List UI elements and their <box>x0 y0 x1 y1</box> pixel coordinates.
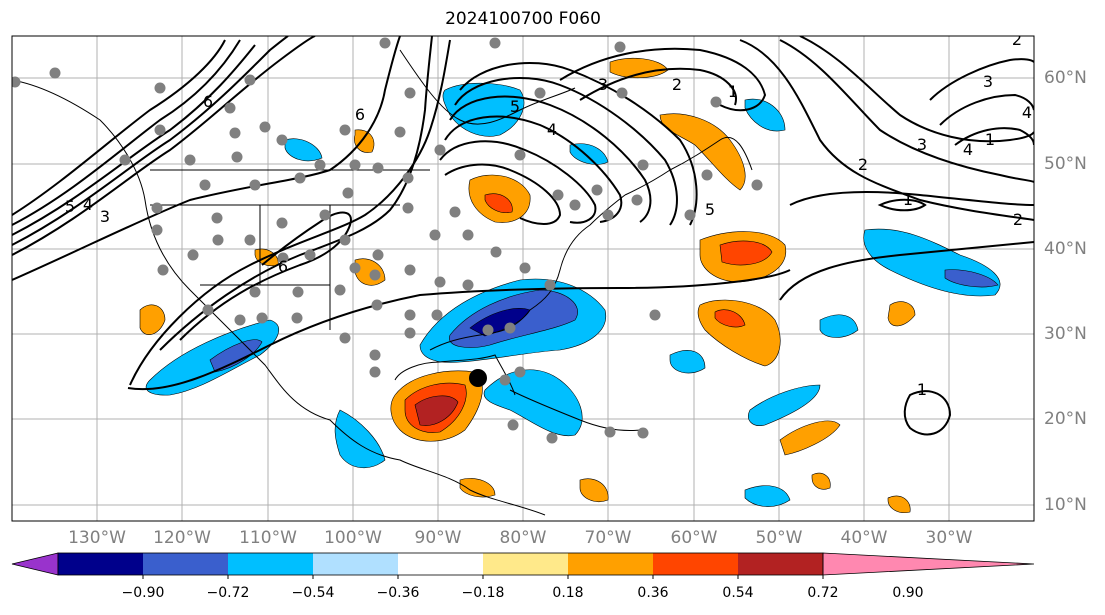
pos-anomaly-region <box>139 304 166 335</box>
neg-anomaly-region <box>744 485 791 507</box>
contour-label: 3 <box>917 135 927 154</box>
colorbar-tick-label: 0.72 <box>807 585 839 601</box>
contour-label: 3 <box>983 72 993 91</box>
lon-label: 90°W <box>414 528 462 548</box>
lon-label: 50°W <box>755 528 803 548</box>
lon-label: 130°W <box>68 528 126 548</box>
neg-anomaly-region <box>145 319 279 396</box>
pos-anomaly-region <box>354 129 375 153</box>
lon-label: 80°W <box>499 528 547 548</box>
neg-anomaly-region <box>483 369 583 437</box>
contour-label: 2 <box>858 155 868 174</box>
pos-anomaly-region <box>414 395 459 426</box>
pos-anomaly-region <box>811 472 831 490</box>
contour-label: 5 <box>65 197 75 216</box>
lat-label: 40°N <box>1044 239 1087 259</box>
contour-label: 3 <box>100 207 110 226</box>
lon-label: 60°W <box>670 528 718 548</box>
contour-label: 1 <box>985 130 995 149</box>
lon-label: 40°W <box>840 528 888 548</box>
contour-label: 6 <box>355 105 365 124</box>
colorbar-tick-label: 0.90 <box>892 585 924 601</box>
neg-anomaly-region <box>334 409 386 468</box>
contour-label: 1 <box>917 380 927 399</box>
lat-label: 50°N <box>1044 154 1087 174</box>
neg-anomaly-region <box>748 384 821 426</box>
contour-label: 6 <box>203 92 213 111</box>
weather-map: 6 5 4 3 2 1 5 6 6 5 4 3 2 1 2 3 4 1 3 4 … <box>11 30 1035 522</box>
map-frame <box>11 35 1035 522</box>
colorbar-tick-label: −0.54 <box>291 585 335 601</box>
colorbar-tick-label: −0.90 <box>121 585 165 601</box>
lon-label: 70°W <box>584 528 632 548</box>
lon-label: 110°W <box>239 528 297 548</box>
pos-anomaly-region <box>459 478 496 498</box>
lat-label: 30°N <box>1044 324 1087 344</box>
pos-anomaly-region <box>887 301 916 327</box>
contour-label: 4 <box>963 140 973 159</box>
contour-label: 5 <box>510 97 520 116</box>
pos-anomaly-region <box>887 495 911 513</box>
lat-label: 20°N <box>1044 409 1087 429</box>
contour-label: 4 <box>83 195 93 214</box>
lon-label: 120°W <box>153 528 211 548</box>
lon-label: 100°W <box>324 528 382 548</box>
colorbar-tick-label: 0.54 <box>722 585 754 601</box>
colorbar-tick-label: 0.18 <box>552 585 584 601</box>
contour-label: 5 <box>705 200 715 219</box>
storm-center-marker <box>469 369 487 387</box>
pos-anomaly-region <box>719 240 773 266</box>
contour-label: 3 <box>598 75 608 94</box>
colorbar-tick-label: 0.36 <box>637 585 669 601</box>
coastlines <box>12 49 753 516</box>
map-title: 2024100700 F060 <box>445 9 601 29</box>
contour-label: 1 <box>728 82 738 101</box>
colorbar-tick-label: −0.72 <box>206 585 250 601</box>
pos-anomaly-region <box>484 193 513 213</box>
pos-anomaly-region <box>779 420 841 456</box>
contour-label: 2 <box>1012 30 1022 49</box>
neg-anomaly-region <box>284 138 323 162</box>
pos-anomaly-region <box>579 478 609 502</box>
neg-anomaly-region <box>209 339 263 373</box>
station-markers <box>12 37 763 444</box>
colorbar-tick-label: −0.18 <box>461 585 505 601</box>
contour-label: 4 <box>1022 103 1032 122</box>
pos-anomaly-region <box>714 309 746 328</box>
colorbar-tick-label: −0.36 <box>376 585 420 601</box>
contour-label: 1 <box>903 190 913 209</box>
neg-anomaly-region <box>944 269 999 288</box>
lat-label: 60°N <box>1044 68 1087 88</box>
contour-label: 4 <box>547 120 557 139</box>
neg-anomaly-region <box>669 350 706 374</box>
grid-lines <box>12 36 1034 521</box>
lon-label: 30°W <box>925 528 973 548</box>
contour-lines <box>12 36 1034 436</box>
contour-label-group: 6 5 4 3 2 1 5 6 6 5 4 3 2 1 2 3 4 1 3 4 … <box>65 30 1032 399</box>
contour-label: 6 <box>278 257 288 276</box>
contour-label: 2 <box>672 75 682 94</box>
lat-label: 10°N <box>1044 495 1087 515</box>
contour-label: 2 <box>1013 210 1023 229</box>
neg-anomaly-region <box>819 314 859 338</box>
